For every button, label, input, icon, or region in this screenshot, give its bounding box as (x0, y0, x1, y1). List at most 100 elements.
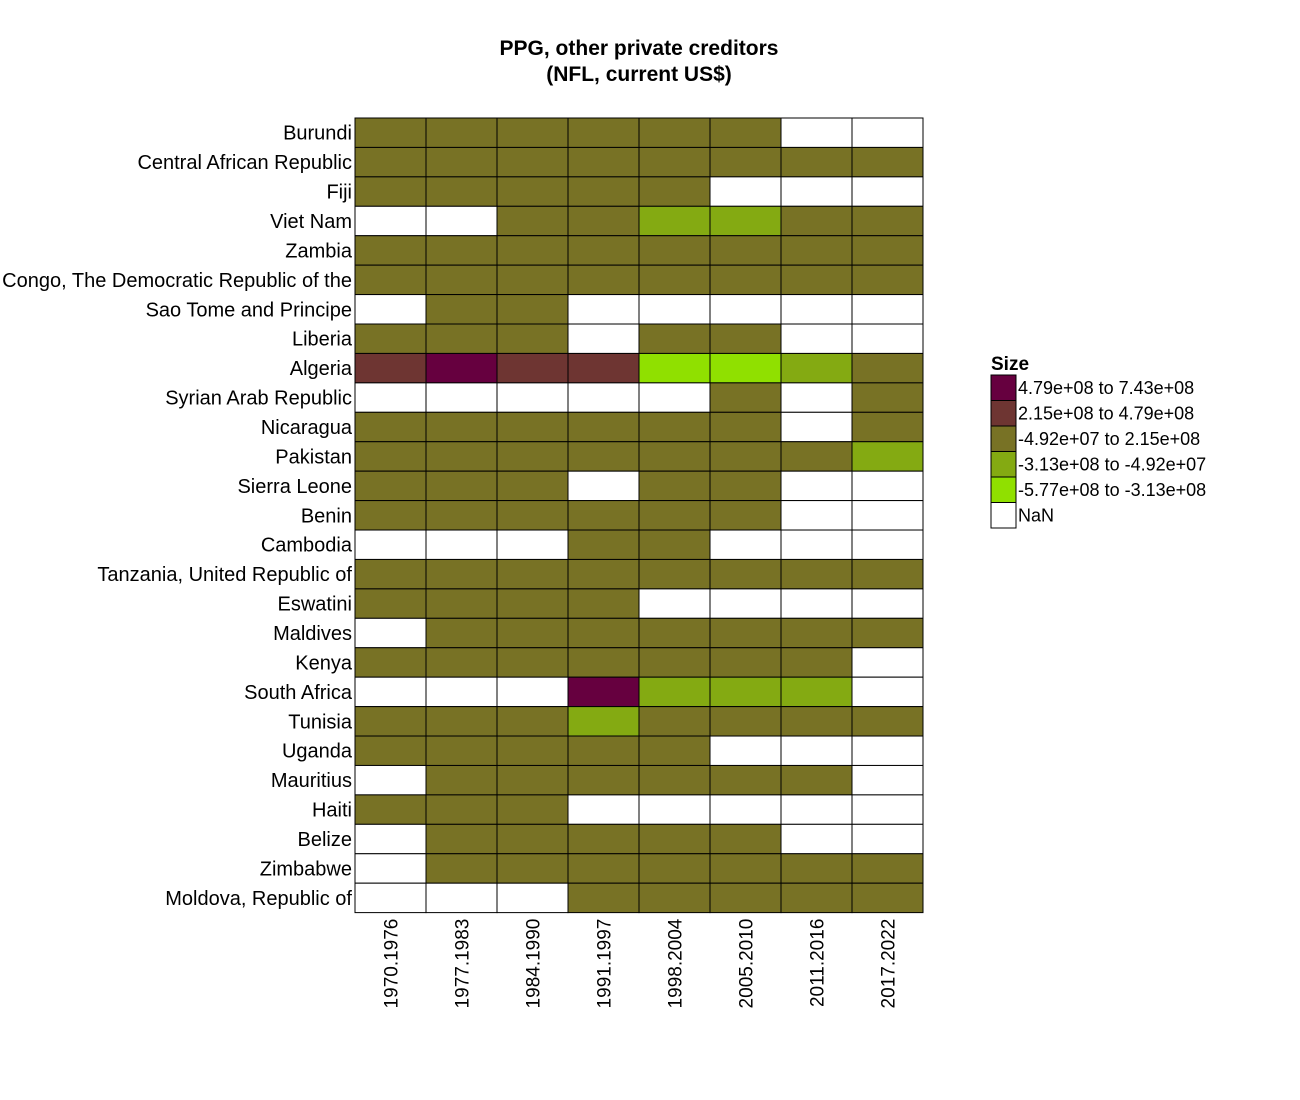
heatmap-cell (496, 588, 569, 619)
legend-swatch (990, 425, 1017, 452)
heatmap-cell (425, 382, 498, 413)
heatmap-cell (780, 558, 853, 590)
heatmap-cell (780, 382, 853, 413)
heatmap-cell (709, 617, 782, 649)
heatmap-cell (567, 588, 640, 619)
heatmap-cell (638, 323, 711, 354)
heatmap-cell (638, 588, 711, 619)
heatmap-cell (851, 235, 924, 266)
heatmap-cell (638, 558, 711, 590)
heatmap-cell (354, 882, 427, 914)
heatmap-cell (425, 823, 498, 855)
legend-swatch (990, 400, 1017, 427)
heatmap-cell (709, 411, 782, 443)
heatmap-cell (709, 735, 782, 766)
heatmap-cell (567, 470, 640, 502)
heatmap-cell (709, 676, 782, 708)
heatmap-cell (638, 882, 711, 914)
heatmap-cell (851, 411, 924, 443)
heatmap-cell (638, 794, 711, 825)
y-tick-label: Pakistan (275, 446, 352, 468)
heatmap-cell (851, 794, 924, 825)
heatmap-cell (709, 823, 782, 855)
heatmap-cell (425, 529, 498, 560)
heatmap-cell (780, 352, 853, 384)
heatmap-cell (567, 205, 640, 237)
heatmap-cell (780, 411, 853, 443)
heatmap-cell (567, 352, 640, 384)
heatmap-cell (780, 735, 853, 766)
heatmap-cell (851, 588, 924, 619)
heatmap-cell (496, 352, 569, 384)
heatmap-cell (567, 117, 640, 148)
heatmap-cell (496, 323, 569, 354)
heatmap-cell (851, 529, 924, 560)
heatmap-cell (496, 500, 569, 531)
heatmap-cell (567, 235, 640, 266)
heatmap-cell (851, 558, 924, 590)
heatmap-cell (567, 294, 640, 325)
heatmap-cell (638, 294, 711, 325)
y-tick-label: Central African Republic (137, 152, 352, 174)
heatmap-cell (425, 294, 498, 325)
heatmap-cell (780, 617, 853, 649)
heatmap-cell (709, 470, 782, 502)
heatmap-cell (425, 205, 498, 237)
heatmap-cell (638, 470, 711, 502)
heatmap-cell (354, 558, 427, 590)
heatmap-cell (709, 117, 782, 148)
heatmap-cell (851, 735, 924, 766)
heatmap-cell (496, 706, 569, 737)
y-tick-label: Tunisia (288, 711, 353, 733)
heatmap-cell (851, 441, 924, 472)
heatmap-cell (567, 146, 640, 178)
heatmap-cell (354, 352, 427, 384)
heatmap-cell (638, 205, 711, 237)
heatmap-cell (780, 529, 853, 560)
y-tick-label: South Africa (244, 682, 353, 704)
heatmap-cell (709, 558, 782, 590)
heatmap-cell (425, 470, 498, 502)
heatmap-cell (496, 411, 569, 443)
heatmap-cell (851, 264, 924, 296)
heatmap-cell (567, 823, 640, 855)
heatmap-cell (780, 676, 853, 708)
heatmap-cell (425, 853, 498, 884)
heatmap-cell (638, 823, 711, 855)
heatmap-cell (780, 146, 853, 178)
heatmap-cell (354, 647, 427, 678)
heatmap-cell (709, 176, 782, 207)
heatmap-cell (638, 735, 711, 766)
y-tick-label: Burundi (283, 123, 352, 145)
heatmap-cell (567, 853, 640, 884)
heatmap-cell (425, 764, 498, 796)
heatmap-cell (354, 117, 427, 148)
heatmap-cell (638, 529, 711, 560)
x-tick-label: 2005.2010 (737, 919, 758, 1009)
heatmap-cell (851, 323, 924, 354)
heatmap-cell (425, 323, 498, 354)
y-tick-label: Congo, The Democratic Republic of the (2, 270, 352, 292)
heatmap-cell (354, 500, 427, 531)
y-tick-label: Zimbabwe (260, 858, 352, 880)
heatmap-cell (354, 205, 427, 237)
heatmap-cell (425, 500, 498, 531)
heatmap-cell (638, 117, 711, 148)
heatmap-cell (354, 441, 427, 472)
y-tick-label: Benin (301, 505, 352, 527)
heatmap-cell (425, 794, 498, 825)
heatmap-cell (780, 764, 853, 796)
heatmap-cell (496, 117, 569, 148)
heatmap-cell (496, 676, 569, 708)
heatmap-cell (567, 647, 640, 678)
y-tick-label: Kenya (295, 652, 353, 674)
heatmap-cell (780, 176, 853, 207)
heatmap-cell (496, 764, 569, 796)
heatmap-cell (709, 294, 782, 325)
heatmap-cell (638, 676, 711, 708)
heatmap-cell (567, 882, 640, 914)
heatmap-cell (354, 264, 427, 296)
heatmap-cell (780, 205, 853, 237)
